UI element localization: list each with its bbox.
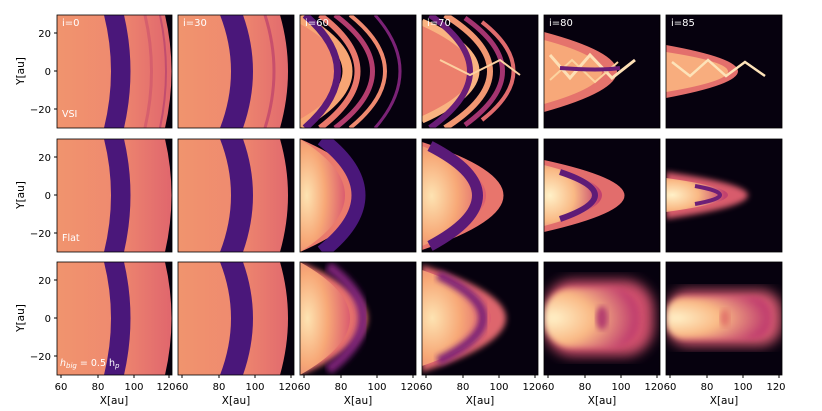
y-tick-20-row1: 20 — [38, 29, 51, 40]
inclination-label-60: i=60 — [305, 18, 329, 29]
x-ticks — [60, 375, 780, 378]
y-tick-m20-row3: −20 — [30, 352, 51, 363]
panel-hbig-i60 — [299, 261, 417, 376]
row-label-hbig-h: h — [60, 358, 66, 369]
x-tick-c5-120: 120 — [644, 382, 663, 393]
x-tick-c4-60: 60 — [420, 382, 433, 393]
row-label-vsi: VSI — [62, 109, 77, 120]
panel-vsi-i0 — [56, 14, 173, 129]
x-tick-c2-100: 100 — [245, 382, 264, 393]
panel-hbig-i0 — [56, 261, 173, 376]
panel-flat-i30 — [177, 138, 295, 253]
row-label-hbig-sub: big — [66, 362, 77, 370]
x-tick-c2-80: 80 — [213, 382, 226, 393]
x-axis-label-c6: X[au] — [710, 395, 738, 407]
panel-hbig-i70 — [421, 261, 539, 376]
x-axis-label-c4: X[au] — [466, 395, 494, 407]
panel-vsi-i60 — [299, 14, 417, 129]
panel-vsi-i70 — [421, 14, 539, 129]
x-tick-c3-60: 60 — [298, 382, 311, 393]
x-tick-c2-120: 120 — [278, 382, 297, 393]
y-tick-20-row2: 20 — [38, 153, 51, 164]
x-axis-label-c3: X[au] — [344, 395, 372, 407]
x-tick-c4-80: 80 — [457, 382, 470, 393]
row-label-hbig-mid: = 0.5 h — [77, 358, 115, 369]
x-tick-c3-120: 120 — [400, 382, 419, 393]
panel-flat-i70 — [421, 138, 539, 253]
panel-hbig-i85 — [665, 261, 783, 376]
panel-vsi-i30 — [177, 14, 295, 129]
x-tick-c4-120: 120 — [522, 382, 541, 393]
y-axis-label-row1: Y[au] — [15, 57, 27, 86]
y-tick-m20-row2: −20 — [30, 229, 51, 240]
x-tick-c6-100: 100 — [733, 382, 752, 393]
x-tick-c3-80: 80 — [335, 382, 348, 393]
x-axis-label-c2: X[au] — [222, 395, 250, 407]
inclination-label-80: i=80 — [549, 18, 573, 29]
row-label-hbig-sub2: p — [114, 362, 120, 370]
x-tick-c6-120: 120 — [766, 382, 785, 393]
y-ticks — [54, 32, 57, 357]
panel-hbig-i30 — [177, 261, 295, 376]
x-tick-c1-80: 80 — [92, 382, 105, 393]
panel-hbig-i80 — [543, 261, 661, 376]
y-tick-0-row1: 0 — [45, 67, 51, 78]
panel-flat-i85 — [665, 138, 783, 253]
inclination-label-85: i=85 — [671, 18, 695, 29]
panel-vsi-i80 — [543, 14, 661, 129]
x-tick-c3-100: 100 — [367, 382, 386, 393]
y-tick-0-row3: 0 — [45, 314, 51, 325]
x-axis-label-c5: X[au] — [588, 395, 616, 407]
y-tick-0-row2: 0 — [45, 191, 51, 202]
x-tick-c2-60: 60 — [176, 382, 189, 393]
y-axis-label-row2: Y[au] — [15, 181, 27, 210]
y-axis-label-row3: Y[au] — [15, 304, 27, 333]
panel-flat-i80 — [543, 138, 661, 253]
inclination-label-0: i=0 — [62, 18, 80, 29]
x-tick-c5-80: 80 — [579, 382, 592, 393]
x-axis-label-c1: X[au] — [100, 395, 128, 407]
row-label-flat: Flat — [62, 233, 80, 244]
y-tick-20-row3: 20 — [38, 276, 51, 287]
x-tick-c4-100: 100 — [489, 382, 508, 393]
row-label-hbig: hbig = 0.5 hp — [60, 358, 120, 370]
x-tick-c5-60: 60 — [542, 382, 555, 393]
y-tick-m20-row1: −20 — [30, 105, 51, 116]
inclination-label-70: i=70 — [427, 18, 451, 29]
panel-flat-i60 — [299, 138, 417, 253]
x-tick-c6-60: 60 — [664, 382, 677, 393]
x-tick-c6-80: 80 — [701, 382, 714, 393]
inclination-label-30: i=30 — [183, 18, 207, 29]
x-tick-c1-100: 100 — [124, 382, 143, 393]
panel-flat-i0 — [56, 138, 173, 253]
panel-vsi-i85 — [665, 14, 783, 129]
x-tick-c1-120: 120 — [156, 382, 175, 393]
x-tick-c5-100: 100 — [611, 382, 630, 393]
x-tick-c1-60: 60 — [55, 382, 68, 393]
